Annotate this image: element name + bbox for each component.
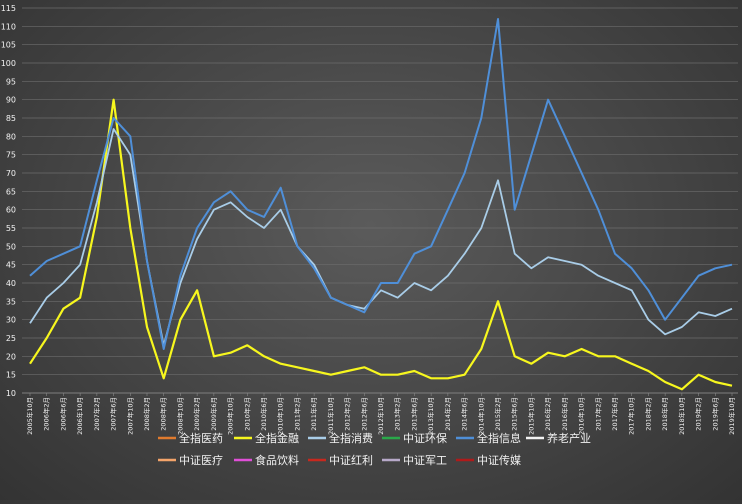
x-tick-label: 2015年10月 [526, 397, 535, 435]
series-line [29, 128, 733, 347]
x-tick-label: 2016年2月 [543, 397, 552, 431]
x-tick-label: 2017年10月 [627, 397, 636, 435]
x-tick-label: 2016年10月 [577, 397, 586, 435]
legend-label: 中证传媒 [477, 454, 521, 467]
x-tick-label: 2009年2月 [192, 397, 201, 431]
series-line [29, 18, 733, 350]
legend-label: 中证环保 [403, 431, 447, 445]
x-tick-label: 2010年2月 [242, 397, 251, 431]
x-tick-label: 2015年2月 [493, 397, 502, 431]
x-tick-label: 2017年2月 [593, 397, 602, 431]
legend-label: 中证医疗 [179, 453, 223, 467]
y-tick-label: 80 [6, 132, 16, 141]
x-tick-label: 2008年2月 [142, 397, 151, 431]
x-tick-label: 2008年6月 [159, 397, 168, 431]
y-tick-label: 50 [6, 242, 16, 251]
x-tick-label: 2014年2月 [443, 397, 452, 431]
y-tick-label: 115 [1, 4, 16, 13]
y-tick-label: 40 [6, 279, 16, 288]
y-tick-label: 90 [6, 96, 16, 105]
legend-label: 中证红利 [329, 454, 373, 467]
x-tick-label: 2008年10月 [175, 397, 184, 435]
y-tick-label: 10 [6, 389, 16, 398]
y-tick-label: 35 [6, 297, 16, 306]
y-tick-label: 25 [6, 334, 16, 343]
x-tick-label: 2007年2月 [92, 397, 101, 431]
x-tick-label: 2009年6月 [209, 397, 218, 431]
x-tick-label: 2011年10月 [326, 397, 335, 435]
x-tick-label: 2018年6月 [660, 397, 669, 431]
legend-label: 全指消费 [329, 431, 373, 445]
y-tick-label: 30 [6, 316, 16, 325]
x-tick-label: 2011年2月 [292, 397, 301, 431]
x-tick-label: 2007年6月 [109, 397, 118, 431]
x-tick-label: 2017年6月 [610, 397, 619, 431]
x-tick-label: 2018年2月 [643, 397, 652, 431]
y-tick-label: 110 [1, 22, 16, 31]
y-tick-label: 75 [6, 151, 16, 160]
x-tick-label: 2013年2月 [393, 397, 402, 431]
x-tick-label: 2014年6月 [460, 397, 469, 431]
x-tick-label: 2012年10月 [376, 397, 385, 435]
x-tick-label: 2014年10月 [476, 397, 485, 435]
y-tick-label: 15 [6, 371, 16, 380]
x-tick-label: 2010年10月 [276, 397, 285, 435]
x-tick-label: 2007年10月 [125, 397, 134, 435]
y-tick-label: 55 [6, 224, 16, 233]
y-tick-label: 65 [6, 187, 16, 196]
series-line [29, 98, 733, 391]
x-tick-label: 2019年6月 [710, 397, 719, 431]
x-tick-label: 2018年10月 [677, 397, 686, 435]
legend-label: 养老产业 [547, 431, 591, 445]
x-tick-label: 2006年10月 [75, 397, 84, 435]
x-tick-label: 2011年6月 [309, 397, 318, 431]
x-tick-label: 2009年10月 [226, 397, 235, 435]
x-tick-label: 2012年6月 [359, 397, 368, 431]
y-tick-label: 45 [6, 261, 16, 270]
x-tick-label: 2013年10月 [426, 397, 435, 435]
legend-label: 全指金融 [255, 431, 299, 445]
x-tick-label: 2006年6月 [58, 397, 67, 431]
x-tick-label: 2015年6月 [510, 397, 519, 431]
legend-label: 食品饮料 [255, 453, 299, 467]
y-tick-label: 70 [6, 169, 16, 178]
x-tick-label: 2019年10月 [727, 397, 736, 435]
x-tick-label: 2006年2月 [42, 397, 51, 431]
x-tick-label: 2016年6月 [560, 397, 569, 431]
y-tick-label: 100 [1, 59, 16, 68]
y-tick-label: 85 [6, 114, 16, 123]
legend-label: 中证军工 [403, 454, 447, 467]
x-tick-label: 2019年2月 [694, 397, 703, 431]
x-tick-label: 2005年10月 [25, 397, 34, 435]
y-tick-label: 20 [6, 352, 16, 361]
x-tick-label: 2013年6月 [409, 397, 418, 431]
x-tick-label: 2012年2月 [343, 397, 352, 431]
legend-label: 全指信息 [477, 431, 521, 445]
y-tick-label: 105 [1, 41, 16, 50]
x-tick-label: 2010年6月 [259, 397, 268, 431]
legend-label: 全指医药 [179, 431, 223, 445]
y-tick-label: 60 [6, 206, 16, 215]
y-tick-label: 95 [6, 77, 16, 86]
